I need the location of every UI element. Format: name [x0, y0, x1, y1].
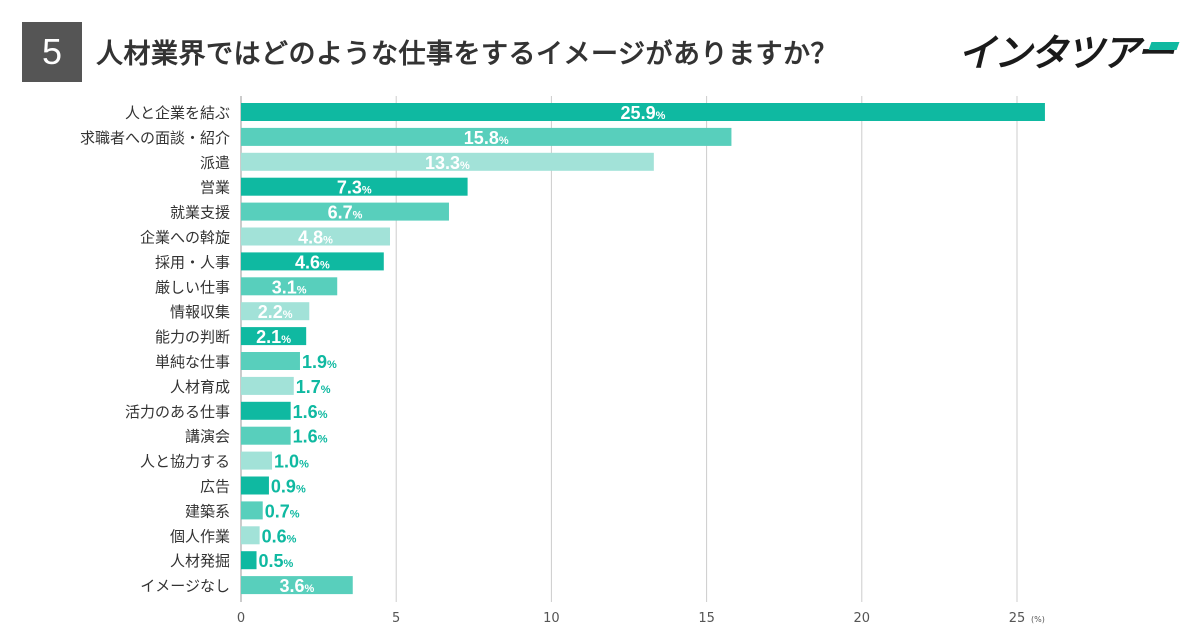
bar — [241, 576, 353, 595]
category-label: 情報収集 — [170, 303, 230, 321]
x-tick-label: 10 — [543, 611, 560, 626]
bar — [241, 451, 273, 470]
bar — [241, 252, 384, 271]
bar — [241, 501, 263, 520]
bar — [241, 352, 300, 370]
bar — [241, 103, 1045, 121]
bar — [241, 227, 390, 246]
category-label: 人材育成 — [170, 378, 230, 396]
category-label: 求職者への面談・紹介 — [80, 129, 230, 147]
bar — [241, 202, 449, 221]
data-label-suffix: % — [460, 160, 470, 172]
category-label: 能力の判断 — [155, 328, 230, 346]
question-number-badge: 5 — [22, 22, 82, 82]
data-label-suffix: % — [297, 284, 307, 296]
x-unit-label: (%) — [1031, 615, 1045, 624]
data-label: 1.0% — [274, 452, 309, 472]
category-label: 建築系 — [185, 502, 230, 520]
bar — [241, 526, 260, 545]
data-label-suffix: % — [656, 110, 666, 122]
category-label: 人材発掘 — [170, 552, 230, 570]
bar — [241, 426, 291, 445]
x-tick-label: 15 — [698, 611, 715, 626]
data-label-suffix: % — [318, 434, 328, 446]
category-label: 活力のある仕事 — [125, 403, 230, 421]
data-label: 13.3% — [425, 153, 470, 173]
bar — [241, 127, 732, 146]
data-label: 25.9% — [621, 103, 666, 123]
category-label: 単純な仕事 — [155, 353, 230, 371]
category-label: 人と協力する — [140, 453, 230, 471]
bar — [241, 401, 291, 420]
data-label: 1.7% — [296, 377, 331, 397]
data-label-suffix: % — [353, 210, 363, 222]
category-label: 採用・人事 — [155, 253, 230, 271]
data-label-suffix: % — [296, 484, 306, 496]
bar — [241, 476, 269, 495]
header: 5 人材業界ではどのような仕事をするイメージがありますか？ インタツアー — [0, 0, 1200, 95]
category-label: 企業への斡旋 — [140, 229, 230, 247]
data-label: 0.5% — [259, 551, 294, 571]
data-label-suffix: % — [323, 235, 333, 247]
category-label: 人と企業を結ぶ — [125, 104, 230, 122]
x-tick-label: 25 — [1009, 611, 1026, 626]
page-title: 人材業界ではどのような仕事をするイメージがありますか？ — [96, 39, 838, 70]
category-label: イメージなし — [140, 577, 230, 595]
data-label-suffix: % — [499, 135, 509, 147]
data-label: 0.9% — [271, 477, 306, 497]
data-label: 1.9% — [302, 352, 337, 372]
category-label: 就業支援 — [170, 204, 230, 222]
category-label: 広告 — [200, 478, 230, 496]
data-label-suffix: % — [290, 508, 300, 520]
data-label: 1.6% — [293, 427, 328, 447]
bar — [241, 551, 257, 570]
category-label: 厳しい仕事 — [155, 278, 230, 296]
category-label: 講演会 — [185, 428, 230, 446]
bar — [241, 177, 468, 196]
data-label-suffix: % — [284, 558, 294, 570]
bar — [241, 327, 307, 346]
data-label-suffix: % — [318, 409, 328, 421]
x-tick-label: 5 — [392, 611, 400, 626]
category-label: 営業 — [200, 179, 230, 197]
data-label-suffix: % — [327, 359, 337, 371]
bar — [241, 277, 338, 296]
brand-logo: インタツアー — [958, 22, 1180, 75]
logo-text: インタツアー — [958, 31, 1174, 75]
data-label-suffix: % — [281, 334, 291, 346]
data-label-suffix: % — [283, 309, 293, 321]
data-label-suffix: % — [287, 533, 297, 545]
data-label-suffix: % — [321, 384, 331, 396]
data-label: 0.6% — [262, 526, 297, 546]
category-label: 個人作業 — [170, 527, 230, 545]
data-label-suffix: % — [320, 259, 330, 271]
data-label: 1.6% — [293, 402, 328, 422]
x-tick-label: 0 — [237, 611, 245, 626]
data-label-suffix: % — [362, 185, 372, 197]
data-label: 0.7% — [265, 501, 300, 521]
bar — [241, 302, 310, 321]
category-label: 派遣 — [200, 154, 230, 172]
bar — [241, 152, 654, 171]
data-label-suffix: % — [304, 583, 314, 595]
bar — [241, 376, 294, 395]
x-tick-label: 20 — [854, 611, 871, 626]
data-label: 15.8% — [464, 128, 509, 148]
data-label-suffix: % — [299, 459, 309, 471]
